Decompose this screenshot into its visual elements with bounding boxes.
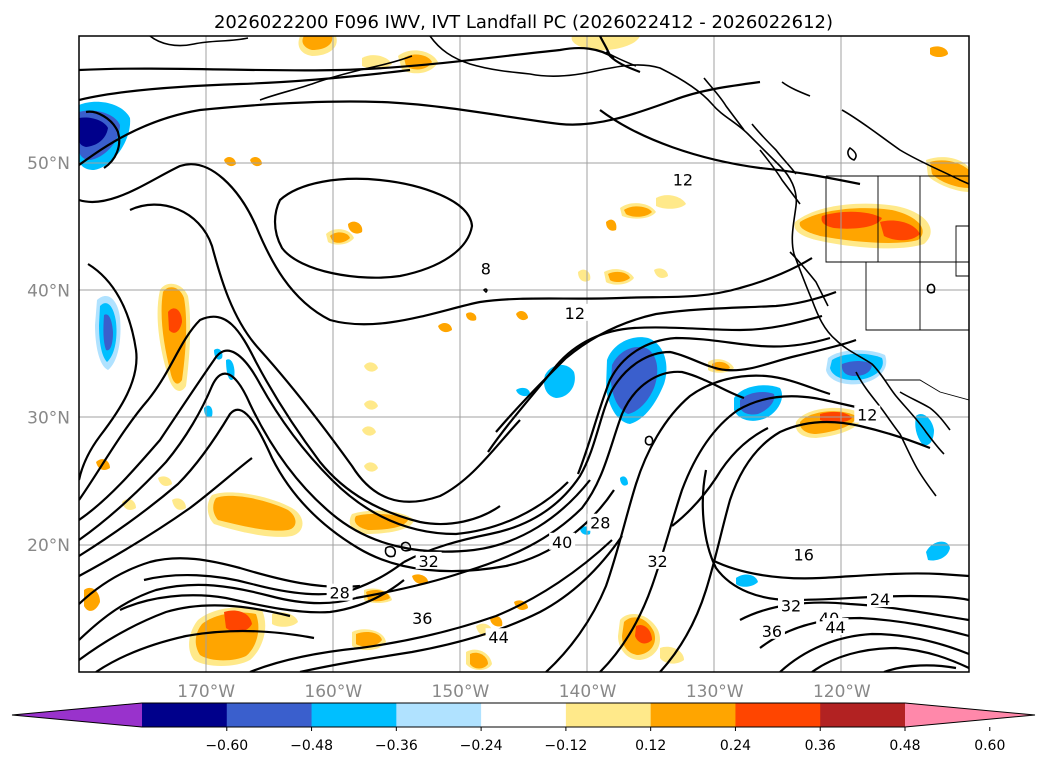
longitude-tick-label: 120°W [813,682,871,702]
pc-positive-blob [157,283,191,391]
contour-label-halo [33,94,49,111]
colorbar-bin [481,703,567,727]
colorbar-tick-label: −0.60 [205,738,248,754]
contour-label: 44 [825,618,845,637]
longitude-tick-label: 130°W [686,682,744,702]
contour-label-halo [28,558,54,575]
colorbar-tick-label: 0.24 [720,738,751,754]
contour-label-halo [758,621,785,639]
contour-label: 36 [762,622,782,641]
latitude-tick-label: 40°N [27,281,70,301]
longitude-tick-label: 170°W [177,682,235,702]
contour-label: 32 [647,552,667,571]
pc-negative-blob [95,296,121,370]
contour-label-halo [854,405,881,423]
contour-label: 32 [418,552,438,571]
contour-label-halo [790,545,817,563]
colorbar-tick-label: 0.60 [974,738,1005,754]
pc-positive-blob [189,607,266,666]
latitude-tick-label: 20°N [27,536,70,556]
pc-negative-blob [734,385,783,421]
contour-label: 40 [0,469,13,488]
contour-label-halo [778,596,804,614]
colorbar-tick-label: 0.36 [805,738,836,754]
contour-label: 28 [590,514,610,533]
contour-label-halo [0,469,16,486]
contour-labels: 4812812201216404848442840323216282432364… [0,94,893,647]
contour-label: 8 [36,94,46,113]
chart-title: 2026022200 F096 IWV, IVT Landfall PC (20… [214,12,833,33]
contour-label: 12 [673,170,693,189]
colorbar-tick-label: −0.12 [544,738,587,754]
colorbar-bin [905,703,1035,727]
contour-label: 32 [781,596,801,615]
contour-label: 12 [565,304,585,323]
contour-label-halo [0,418,16,435]
contour-label-halo [644,551,671,569]
map-frame [78,35,970,673]
colorbar-bin [142,703,228,727]
contour-label: 8 [481,259,491,278]
contour-label: 48 [56,558,76,577]
pc-positive-blob [794,203,931,249]
contour-label-halo [79,558,80,576]
contour-label-halo [15,329,41,346]
contour-label: 40 [552,533,572,552]
longitude-tick-label: 150°W [432,682,490,702]
pc-negative-blob [606,337,667,424]
contour-label-halo [669,170,696,188]
colorbar-tick-label: −0.48 [290,738,333,754]
colorbar-tick-label: 0.48 [889,738,920,754]
contour-label-halo [415,551,442,569]
contour-label: 24 [870,590,890,609]
pc-positive-blob [207,492,303,537]
colorbar-bin [565,703,652,727]
colorbar: −0.60 −0.48 −0.36 −0.24 −0.12 0.12 0.24 0.36 0.4… [11,702,1036,754]
longitude-tick-label: 140°W [559,682,617,702]
contour-label-halo [409,609,436,627]
contour-label: 16 [0,418,13,437]
contour-label: 16 [794,546,814,565]
colorbar-bin [226,703,313,727]
colorbar-bin [735,703,821,727]
pc-positive-blob [618,614,660,660]
longitude-tick-label: 160°W [304,682,362,702]
iwv-contours [79,36,969,672]
colorbar-tick-label: 0.12 [635,738,666,754]
map-area: 4812812201216404848442840323216282432364… [0,36,969,672]
political-borders [825,175,969,401]
latitude-tick-label: 30°N [27,409,70,429]
contour-label: 44 [488,628,508,647]
colorbar-bin [12,703,142,727]
contour-label: 28 [329,584,349,603]
colorbar-bin [311,703,397,727]
colorbar-outline [11,702,1036,728]
contour-label-halo [485,628,512,646]
latitude-axis: 50°N 40°N 30°N 20°N [27,154,70,556]
contour-label: 12 [18,329,38,348]
contour-label: 36 [412,609,432,628]
colorbar-bin [650,703,736,727]
map-background [79,36,969,672]
contour-label: 12 [857,406,877,425]
colorbar-tick-label: −0.24 [460,738,503,754]
colorbar-bin [396,703,482,727]
contour-label-halo [549,532,576,550]
contour-label: 44 [31,558,51,577]
contour-label-halo [867,590,893,608]
contour-label-halo [561,303,588,321]
latitude-tick-label: 50°N [27,154,70,174]
contour-label-halo [587,513,614,531]
colorbar-tick-label: −0.36 [375,738,418,754]
longitude-axis: 170°W 160°W 150°W 140°W 130°W 120°W [177,682,871,702]
coastlines [149,36,969,558]
contour-label-halo [326,583,353,601]
contour-label-halo [477,259,494,277]
colorbar-bin [820,703,906,727]
contour-label-halo [822,618,849,636]
